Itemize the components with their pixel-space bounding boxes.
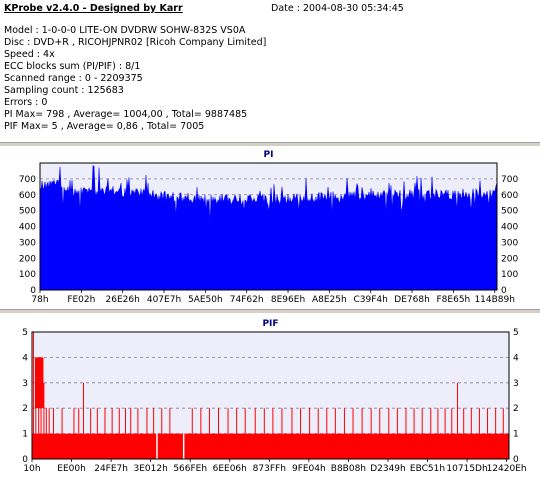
pi-x-tick-label: 8E96Eh — [271, 295, 305, 305]
pif-y-tick-left: 2 — [22, 404, 28, 414]
pi-y-tick-right: 100 — [501, 270, 518, 280]
scan-date: Date : 2004-08-30 05:34:45 — [271, 3, 404, 14]
pif-y-tick-right: 1 — [513, 430, 519, 440]
pif-x-tick-label: 873FFh — [253, 464, 286, 474]
pi-plot-border — [39, 162, 498, 291]
pif-y-tick-left: 5 — [22, 328, 28, 338]
info-pi-stats: PI Max= 798 , Average= 1004,00 , Total= … — [4, 109, 248, 120]
pif-y-tick-left: 4 — [22, 353, 28, 363]
pi-x-tick-label: 74F62h — [230, 295, 264, 305]
pif-x-tick-label: 6EE06h — [213, 464, 247, 474]
pi-y-tick-left: 600 — [19, 191, 36, 201]
pi-x-tick-label: C39F4h — [354, 295, 388, 305]
pi-x-tick-label: F8E65h — [437, 295, 471, 305]
panel-divider — [0, 142, 540, 146]
info-disc: Disc : DVD+R , RICOHJPNR02 [Ricoh Compan… — [4, 37, 267, 48]
pi-x-tick-label: 78h — [31, 295, 48, 305]
panel-divider — [0, 309, 540, 313]
pif-y-tick-right: 0 — [513, 455, 519, 465]
app-title: KProbe v2.4.0 - Designed by Karr — [4, 3, 183, 14]
pi-x-tick-label: 5AE50h — [188, 295, 223, 305]
pi-x-tick-label: A8E25h — [312, 295, 347, 305]
pi-x-tick-label: DE768h — [394, 295, 430, 305]
pif-x-tick-label: 24FE7h — [94, 464, 128, 474]
pi-x-tick-label: 114B89h — [474, 295, 515, 305]
scan-info-panel: KProbe v2.4.0 - Designed by Karr Date : … — [0, 0, 540, 142]
pif-chart-panel: PIF 0 0 1 1 2 2 3 3 4 4 5 5 10h EE00h 24FE7h 3E012h 566FE… — [0, 313, 540, 480]
pif-x-tick-label: D2349h — [370, 464, 406, 474]
pif-x-tick-label: 3E012h — [134, 464, 168, 474]
pi-y-tick-left: 700 — [19, 175, 36, 185]
pi-x-tick-label: 26E26h — [106, 295, 140, 305]
pif-y-tick-left: 1 — [22, 430, 28, 440]
pi-chart: PI 0 0 100 100 200 200 300 300 400 400 500 500 600 600… — [19, 150, 519, 305]
pif-y-tick-left: 3 — [22, 379, 28, 389]
pi-y-tick-left: 200 — [19, 254, 36, 264]
pif-baseline-band — [32, 433, 509, 459]
pi-series-area — [39, 165, 498, 291]
pi-chart-panel: PI 0 0 100 100 200 200 300 300 400 400 500 500 600 600… — [0, 146, 540, 309]
pi-y-tick-right: 0 — [501, 286, 507, 296]
pi-y-tick-left: 500 — [19, 207, 36, 217]
pi-y-tick-left: 300 — [19, 238, 36, 248]
pif-x-tick-label: 566FEh — [173, 464, 207, 474]
pif-chart: PIF 0 0 1 1 2 2 3 3 4 4 5 5 10h EE00h 24FE7h 3E012h 566FE… — [22, 319, 527, 474]
pif-x-tick-label: 10h — [23, 464, 40, 474]
pi-y-tick-left: 100 — [19, 270, 36, 280]
info-speed: Speed : 4x — [4, 49, 55, 60]
info-errors: Errors : 0 — [4, 97, 48, 108]
info-pif-stats: PIF Max= 5 , Average= 0,86 , Total= 7005 — [4, 121, 205, 132]
info-sampling-count: Sampling count : 125683 — [4, 85, 124, 96]
pi-y-tick-right: 300 — [501, 238, 518, 248]
pi-y-tick-right: 600 — [501, 191, 518, 201]
pif-early-burst — [34, 357, 44, 409]
pif-x-tick-label: 9FE04h — [292, 464, 326, 474]
info-model: Model : 1-0-0-0 LITE-ON DVDRW SOHW-832S … — [4, 25, 246, 36]
pif-x-tick-label: 10715Dh — [446, 464, 487, 474]
pi-y-tick-left: 400 — [19, 223, 36, 233]
pif-plot-border — [31, 331, 510, 460]
pif-y-tick-left: 0 — [22, 455, 28, 465]
pi-chart-title: PI — [264, 150, 274, 160]
pi-y-tick-right: 200 — [501, 254, 518, 264]
pi-y-tick-right: 400 — [501, 223, 518, 233]
pif-y-tick-right: 5 — [513, 328, 519, 338]
pif-y-tick-right: 4 — [513, 353, 519, 363]
info-scanned-range: Scanned range : 0 - 2209375 — [4, 73, 143, 84]
pi-y-tick-left: 0 — [30, 286, 36, 296]
pif-x-tick-label: B8B08h — [331, 464, 366, 474]
pif-y-tick-right: 3 — [513, 379, 519, 389]
pi-y-tick-right: 700 — [501, 175, 518, 185]
pif-x-tick-label: EBC51h — [410, 464, 445, 474]
pif-y-tick-right: 2 — [513, 404, 519, 414]
pif-chart-title: PIF — [262, 319, 278, 329]
pif-x-tick-label: EE00h — [57, 464, 86, 474]
pi-y-tick-right: 500 — [501, 207, 518, 217]
pif-x-tick-label: 12420Eh — [487, 464, 527, 474]
info-ecc-blocks: ECC blocks sum (PI/PIF) : 8/1 — [4, 61, 141, 72]
pi-x-tick-label: 407E7h — [147, 295, 181, 305]
pi-x-tick-label: FE02h — [67, 295, 95, 305]
